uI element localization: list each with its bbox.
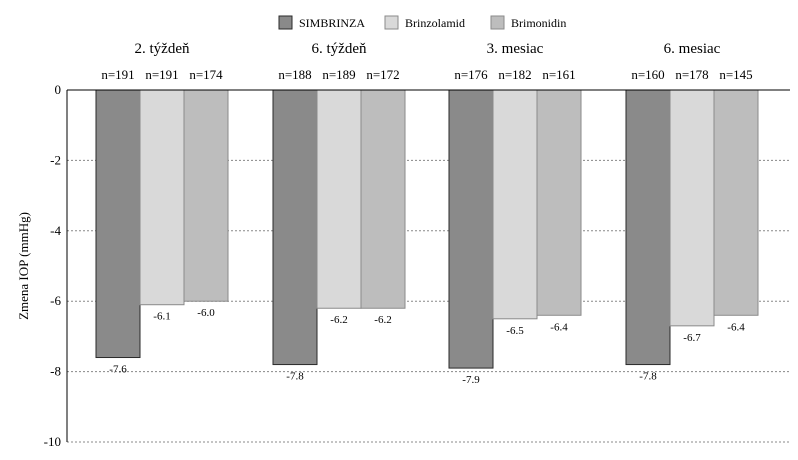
bar-brinzolamid bbox=[669, 89, 715, 327]
group-label: 2. týždeň bbox=[135, 41, 190, 57]
sample-size-label: n=160 bbox=[631, 67, 664, 82]
y-tick-label: -8 bbox=[50, 364, 61, 379]
legend-swatch bbox=[490, 15, 505, 30]
data-label: -6.4 bbox=[727, 321, 745, 333]
y-axis-title: Zmena IOP (mmHg) bbox=[16, 212, 31, 320]
sample-size-label: n=161 bbox=[542, 67, 575, 82]
bar-simbrinza bbox=[448, 89, 494, 369]
bar-brinzolamid bbox=[492, 89, 538, 320]
legend-label: SIMBRINZA bbox=[299, 16, 365, 30]
data-label: -7.8 bbox=[286, 371, 304, 383]
legend-label: Brimonidin bbox=[511, 16, 566, 30]
y-tick-label: -4 bbox=[50, 223, 61, 238]
group-label: 6. mesiac bbox=[664, 41, 721, 57]
y-tick-label: -6 bbox=[50, 293, 61, 308]
bar-simbrinza bbox=[95, 89, 141, 359]
bar-brinzolamid bbox=[316, 89, 362, 309]
data-label: -7.9 bbox=[462, 374, 480, 386]
group-label: 3. mesiac bbox=[487, 41, 544, 57]
sample-size-label: n=182 bbox=[498, 67, 531, 82]
legend-swatch bbox=[278, 15, 293, 30]
bar-brimonidin bbox=[360, 89, 406, 309]
sample-size-label: n=176 bbox=[454, 67, 488, 82]
sample-size-label: n=145 bbox=[719, 67, 752, 82]
group-label: 6. týždeň bbox=[312, 41, 367, 57]
sample-size-label: n=188 bbox=[278, 67, 311, 82]
y-tick-label: 0 bbox=[55, 82, 62, 97]
sample-size-label: n=189 bbox=[322, 67, 355, 82]
bar-simbrinza bbox=[625, 89, 671, 366]
data-label: -6.2 bbox=[330, 314, 347, 326]
legend-swatch bbox=[384, 15, 399, 30]
y-tick-label: -2 bbox=[50, 152, 61, 167]
data-label: -6.5 bbox=[506, 325, 524, 337]
bar-simbrinza bbox=[272, 89, 318, 366]
data-label: -6.0 bbox=[197, 307, 215, 319]
data-label: -6.4 bbox=[550, 321, 568, 333]
sample-size-label: n=178 bbox=[675, 67, 708, 82]
sample-size-label: n=172 bbox=[366, 67, 399, 82]
data-label: -7.8 bbox=[639, 371, 657, 383]
y-tick-label: -10 bbox=[44, 434, 61, 449]
data-label: -6.7 bbox=[683, 332, 701, 344]
data-label: -7.6 bbox=[109, 364, 127, 376]
data-label: -6.2 bbox=[374, 314, 391, 326]
bar-brimonidin bbox=[183, 89, 229, 302]
sample-size-label: n=191 bbox=[101, 67, 134, 82]
bar-brinzolamid bbox=[139, 89, 185, 306]
data-label: -6.1 bbox=[153, 311, 170, 323]
bar-brimonidin bbox=[713, 89, 759, 316]
sample-size-label: n=174 bbox=[189, 67, 223, 82]
legend-label: Brinzolamid bbox=[405, 16, 465, 30]
bar-brimonidin bbox=[536, 89, 582, 316]
sample-size-label: n=191 bbox=[145, 67, 178, 82]
